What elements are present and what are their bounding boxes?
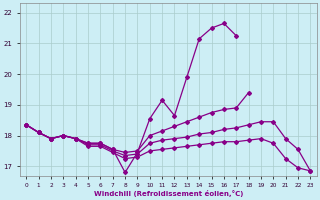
X-axis label: Windchill (Refroidissement éolien,°C): Windchill (Refroidissement éolien,°C) — [94, 190, 243, 197]
